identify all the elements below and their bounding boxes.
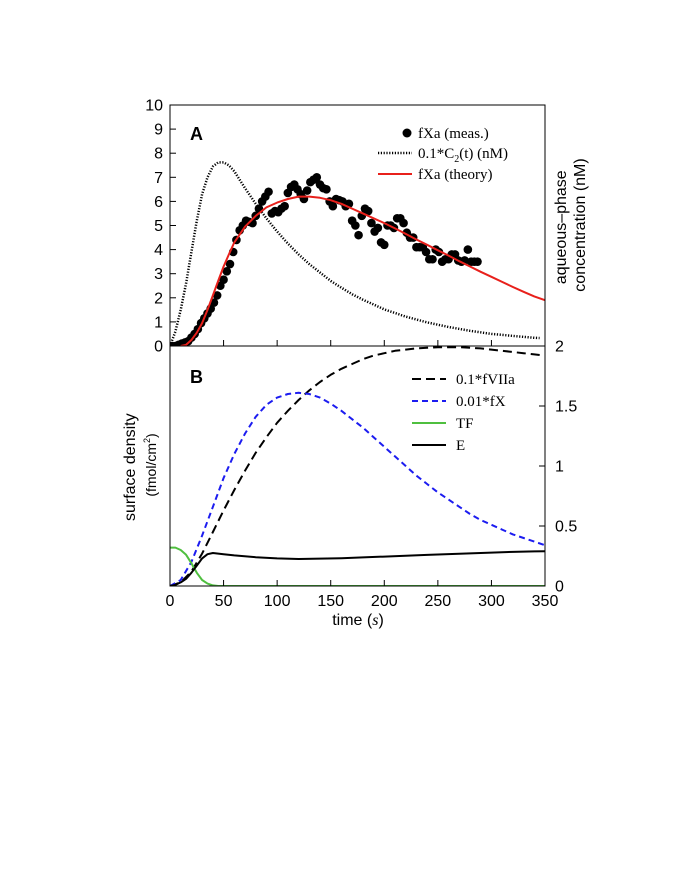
panel-b-y-ticks: 0 0.5 1 1.5 2 [539,339,577,596]
left-axis-close-paren: ) [143,433,159,438]
data-point-fxa-meas [225,259,235,269]
data-point-fxa-meas [379,240,389,250]
legend-label-fx: 0.01*fX [456,394,506,410]
series-line-e [170,550,545,586]
left-axis-title-line2: (fmol/cm2) [142,433,159,496]
data-point-fxa-meas [421,247,431,257]
panel-a-series [170,161,545,346]
panel-a-y-tick-label: 2 [154,290,163,307]
panel-a-x-ticks [169,340,546,346]
data-point-fxa-meas [367,218,376,228]
data-point-fxa-meas [212,291,222,300]
left-axis-title-line1: surface density [122,413,139,521]
data-point-fxa-meas [264,187,273,197]
panel-a-right-axis-title: aqueous–phase concentration (nM) [553,158,589,291]
data-point-fxa-meas [363,206,373,216]
right-axis-title-line2: concentration (nM) [572,158,589,291]
panel-b-y-tick-label: 0.5 [555,519,577,536]
panel-a-y-tick-label: 5 [154,218,163,235]
legend-marker-fxa-meas [402,128,412,138]
panel-b-x-ticks: 0 50 100 150 200 250 300 350 [166,580,559,610]
panel-b-y-tick-label: 1.5 [555,399,577,416]
panel-a-y-tick-label: 1 [154,314,163,331]
x-axis-title-text: time [332,612,362,629]
panel-b-y-tick-label: 2 [555,339,564,356]
data-point-fxa-meas [312,173,322,182]
panel-a-y-tick-label: 4 [154,242,163,259]
x-axis-title: time (s) [332,612,384,629]
panel-a-label: A [190,124,203,144]
x-axis-unit: s [372,612,378,629]
panel-b-x-tick-label: 250 [425,593,452,610]
panel-a-y-tick-label: 3 [154,266,163,283]
panel-b-x-tick-label: 0 [166,593,175,610]
data-point-fxa-meas [328,201,338,211]
panel-b-x-tick-label: 350 [532,593,559,610]
legend-label-fxa-theory: fXa (theory) [418,167,493,183]
series-line-0-01-fx [170,391,545,586]
legend-label-c2-name: 0.1*C [418,146,454,162]
panel-b-left-axis-title: surface density (fmol/cm2) [122,409,159,521]
panel-b-legend: 0.1*fVIIa 0.01*fX TF E [412,372,515,454]
panel-a-y-tick-label: 0 [154,339,163,356]
data-point-fxa-meas [473,257,482,266]
legend-label-c2-subscript: 2 [454,154,459,165]
panel-a-y-tick-label: 9 [154,122,163,139]
legend-label-tf: TF [456,416,474,432]
panel-a-y-tick-label: 6 [154,194,163,211]
panel-b-y-tick-label: 0 [555,579,564,596]
data-point-fxa-meas [280,201,289,211]
panel-a-y-tick-label: 8 [154,146,163,163]
panel-a-y-tick-label: 7 [154,170,163,187]
legend-label-fxa-meas: fXa (meas.) [418,126,489,142]
data-point-fxa-meas [219,275,228,285]
legend-label-c2-suffix: (t) (nM) [459,146,508,162]
panel-a-y-tick-label: 10 [145,98,163,115]
panel-b-x-tick-label: 150 [317,593,344,610]
panel-a: 0 1 2 3 4 5 6 7 8 9 10 A aqueous–phase concentrati… [145,98,589,356]
panel-b-x-tick-label: 300 [478,593,505,610]
legend-label-e: E [456,438,465,454]
left-axis-unit-sup: 2 [142,438,152,443]
left-axis-unit: fmol/cm [143,443,159,492]
right-axis-title-line1: aqueous–phase [553,170,570,284]
series-line-0-1-c2-t-nm [170,161,540,346]
panel-b-x-tick-label: 200 [371,593,398,610]
panel-b-x-tick-label: 50 [215,593,233,610]
series-line-fxa-theory [180,195,545,346]
data-point-fxa-meas [373,223,383,233]
panel-b-label: B [190,367,203,387]
panel-b-y-tick-label: 1 [555,459,564,476]
data-point-fxa-meas [322,185,331,194]
series-line-0-1-fviia [170,346,545,586]
data-point-fxa-meas [428,254,437,264]
panel-a-legend: fXa (meas.) 0.1*C2(t) (nM) fXa (theory) [378,126,508,183]
data-point-fxa-meas [302,186,312,195]
panel-b-x-tick-label: 100 [264,593,291,610]
data-point-fxa-meas [463,245,473,254]
data-point-fxa-meas [222,266,232,276]
legend-label-fviia: 0.1*fVIIa [456,372,515,388]
data-point-fxa-meas [399,218,408,228]
legend-label-c2: 0.1*C2(t) (nM) [418,146,508,165]
data-point-fxa-meas [354,230,363,240]
panel-a-y-ticks: 0 1 2 3 4 5 6 7 8 9 10 [145,98,176,356]
panel-b: 0 50 100 150 200 250 300 350 0 0.5 1 1.5 2 B surfac… [122,339,577,630]
data-point-fxa-meas [351,221,360,230]
